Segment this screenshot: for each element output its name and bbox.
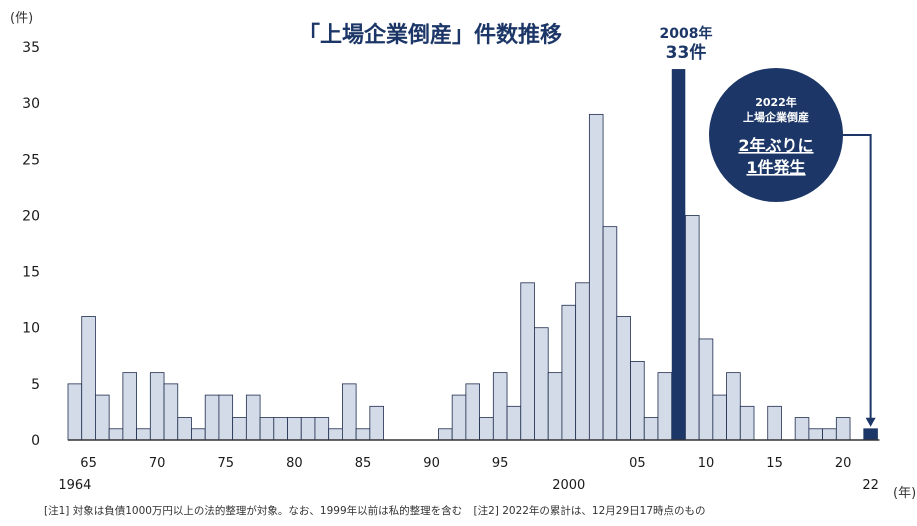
- bar-1996: [506, 405, 522, 441]
- bar-1976: [232, 417, 247, 441]
- y-tick-label: 25: [22, 152, 40, 168]
- bar-2002: [588, 113, 604, 441]
- x-tick-label: 10: [698, 456, 715, 471]
- y-tick-label: 10: [22, 321, 40, 337]
- bar-2008: [671, 69, 686, 441]
- callout-subject: 上場企業倒産: [743, 110, 809, 124]
- bar-1992: [451, 394, 467, 441]
- bar-1985: [355, 428, 371, 441]
- bar-1995: [492, 372, 508, 441]
- bar-1980: [287, 417, 302, 441]
- bar-2020: [835, 417, 851, 441]
- bar-2018: [808, 428, 824, 441]
- bar-1968: [122, 372, 137, 441]
- x-tick-label: 70: [149, 456, 166, 471]
- bar-1998: [534, 327, 549, 441]
- bar-1978: [259, 417, 275, 441]
- bar-1966: [95, 394, 110, 441]
- x-tick-label: 65: [80, 456, 97, 471]
- x-tick-label: 85: [355, 456, 372, 471]
- bar-2000: [561, 304, 577, 441]
- bar-1982: [314, 417, 330, 441]
- bar-1986: [369, 405, 384, 441]
- circle-callout: 2022年 上場企業倒産 2年ぶりに 1件発生: [709, 68, 876, 427]
- bar-2012: [726, 372, 741, 441]
- bar-1972: [177, 417, 192, 441]
- bar-1983: [328, 428, 343, 441]
- bar-2017: [794, 417, 810, 441]
- callout-message-2: 1件発生: [746, 158, 805, 177]
- bar-2011: [712, 394, 727, 441]
- bar-2022: [863, 428, 878, 441]
- y-tick-label: 15: [22, 265, 40, 281]
- bar-2019: [822, 428, 837, 441]
- bar-2001: [575, 282, 590, 441]
- y-tick-label: 20: [22, 208, 40, 224]
- bar-2013: [739, 405, 755, 441]
- y-axis: 0 5 10 15 20 25 30 35: [22, 40, 40, 449]
- peak-annotation: 2008年 33件: [660, 25, 713, 63]
- bar-1964: [67, 383, 83, 441]
- x-tick-label: 90: [423, 456, 440, 471]
- bar-1974: [204, 394, 220, 441]
- bar-1991: [438, 428, 453, 441]
- bar-2006: [643, 417, 659, 441]
- bar-1967: [108, 428, 124, 441]
- callout-message-1: 2年ぶりに: [738, 136, 813, 155]
- callout-circle: [709, 68, 843, 202]
- bar-2004: [616, 316, 631, 441]
- x-tick-label: 05: [629, 456, 646, 471]
- bar-1973: [191, 428, 206, 441]
- y-tick-label: 35: [22, 40, 40, 56]
- bar-1977: [245, 394, 261, 441]
- x-tick-label: 75: [218, 456, 235, 471]
- footnotes: [注1] 対象は負債1000万円以上の法的整理が対象。なお、1999年以前は私的…: [44, 503, 714, 518]
- bar-1969: [136, 428, 151, 441]
- y-tick-label: 5: [31, 377, 40, 393]
- bar-1970: [149, 372, 165, 441]
- callout-arrow: [843, 134, 872, 419]
- bar-2005: [630, 360, 645, 441]
- peak-annotation-year: 2008年: [660, 25, 713, 42]
- chart-title: 「上場企業倒産」件数推移: [298, 22, 562, 48]
- bars: [67, 69, 878, 441]
- bar-2007: [657, 372, 673, 441]
- bar-2003: [602, 226, 618, 441]
- x-axis: 65 70 75 80 85 90 95 05 10 15 20 1964 2000 22: [58, 456, 879, 493]
- peak-annotation-count: 33件: [666, 42, 707, 63]
- bar-1994: [479, 417, 494, 441]
- bar-1993: [465, 383, 481, 441]
- callout-arrowhead: [865, 417, 876, 427]
- x-tick-label: 80: [286, 456, 303, 471]
- bar-1999: [547, 372, 563, 441]
- x-tick-label: 15: [766, 456, 783, 471]
- bar-1997: [520, 282, 535, 441]
- bar-1971: [163, 383, 179, 441]
- x-tick-label: 20: [835, 456, 852, 471]
- callout-year: 2022年: [755, 95, 797, 109]
- x-tick-label: 95: [492, 456, 509, 471]
- bar-2009: [685, 215, 700, 441]
- y-tick-label: 0: [31, 433, 40, 449]
- footnote-1: [注1] 対象は負債1000万円以上の法的整理が対象。なお、1999年以前は私的…: [44, 505, 463, 517]
- x-axis-unit-label: (年): [893, 486, 916, 501]
- bar-1965: [81, 316, 96, 441]
- y-axis-unit-label: (件): [10, 11, 33, 26]
- y-tick-label: 30: [22, 96, 40, 112]
- bar-2015: [767, 405, 782, 441]
- bar-2010: [698, 338, 714, 441]
- x-tick-label-lower: 22: [862, 478, 879, 493]
- bar-1981: [300, 417, 316, 441]
- bar-1984: [341, 383, 357, 441]
- bar-1975: [218, 394, 234, 441]
- x-tick-label-lower: 1964: [58, 478, 91, 493]
- footnote-2: [注2] 2022年の累計は、12月29日17時点のもの: [473, 505, 706, 517]
- x-tick-label-lower: 2000: [552, 478, 585, 493]
- bar-1979: [273, 417, 288, 441]
